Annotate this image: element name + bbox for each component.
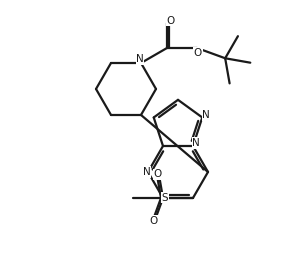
Text: O: O — [167, 15, 175, 26]
Text: O: O — [194, 48, 202, 58]
Text: N: N — [136, 54, 144, 64]
Text: N: N — [202, 110, 210, 120]
Text: N: N — [143, 167, 151, 177]
Text: O: O — [153, 169, 162, 179]
Text: O: O — [150, 216, 158, 226]
Text: N: N — [192, 138, 200, 148]
Text: S: S — [162, 193, 168, 203]
